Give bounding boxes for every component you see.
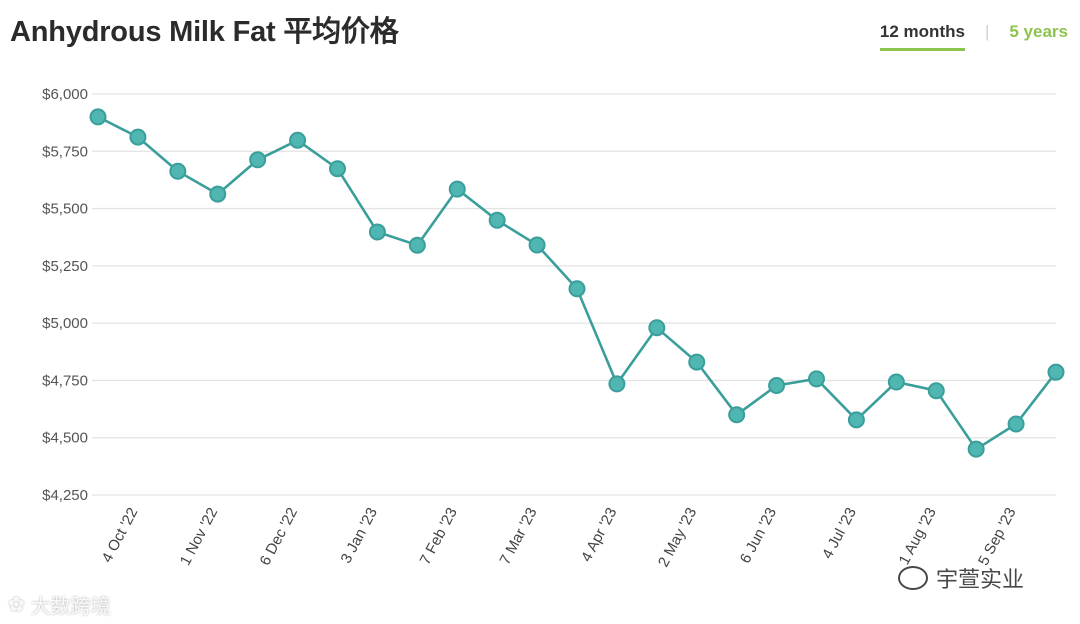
chart-title: Anhydrous Milk Fat 平均价格 <box>10 16 399 48</box>
watermark-left: ✿ 大数跨境 <box>8 590 111 619</box>
data-point[interactable] <box>648 319 666 337</box>
x-axis-ticks: 4 Oct '22 1 Nov '22 6 Dec '22 3 Jan '23 7 Fe… <box>98 505 1019 570</box>
y-tick-label: $4,250 <box>42 487 88 504</box>
x-tick-label: 1 Aug '23 <box>896 505 940 568</box>
x-tick-label: 5 Sep '23 <box>975 505 1020 569</box>
watermark-right-text: 宇萱实业 <box>936 567 1025 592</box>
data-point[interactable] <box>927 382 945 400</box>
data-point[interactable] <box>329 160 346 178</box>
watermark-left-text: 大数跨境 <box>30 596 111 618</box>
x-tick-label: 2 May '23 <box>655 505 700 570</box>
data-point[interactable] <box>249 151 267 169</box>
tab-12-months[interactable]: 12 months <box>879 22 965 51</box>
y-tick-label: $5,000 <box>42 315 88 332</box>
data-point[interactable] <box>408 236 426 254</box>
data-point[interactable] <box>129 128 147 146</box>
data-point[interactable] <box>528 236 546 254</box>
data-point[interactable] <box>688 353 706 371</box>
data-point[interactable] <box>887 373 905 391</box>
data-point[interactable] <box>728 406 746 424</box>
data-markers <box>89 108 1065 458</box>
x-tick-label: 4 Jul '23 <box>819 505 860 562</box>
data-point[interactable] <box>808 370 825 388</box>
y-tick-label: $4,500 <box>42 430 88 447</box>
x-tick-label: 7 Mar '23 <box>496 505 540 568</box>
data-point[interactable] <box>488 211 506 229</box>
x-tick-label: 3 Jan '23 <box>338 505 381 566</box>
y-tick-label: $5,750 <box>42 143 88 160</box>
x-tick-label: 6 Jun '23 <box>737 505 780 566</box>
data-point[interactable] <box>368 223 386 241</box>
data-point[interactable] <box>1007 415 1025 433</box>
data-point[interactable] <box>1047 363 1065 381</box>
x-tick-label: 6 Dec '22 <box>257 505 302 569</box>
data-point[interactable] <box>209 185 227 203</box>
data-point[interactable] <box>847 411 865 429</box>
wechat-icon <box>898 566 928 590</box>
x-tick-label: 4 Oct '22 <box>98 505 141 566</box>
y-tick-label: $6,000 <box>42 86 88 103</box>
data-point[interactable] <box>608 375 626 393</box>
y-tick-label: $4,750 <box>42 372 88 389</box>
data-point[interactable] <box>448 180 466 198</box>
data-point[interactable] <box>967 440 985 458</box>
data-point[interactable] <box>289 131 307 149</box>
data-point[interactable] <box>169 162 187 180</box>
x-tick-label: 7 Feb '23 <box>417 505 461 568</box>
data-point[interactable] <box>768 376 786 394</box>
watermark-logo-icon: ✿ <box>8 594 25 616</box>
tab-5-years[interactable]: 5 years <box>1009 22 1068 41</box>
tab-separator: | <box>984 22 990 41</box>
y-tick-label: $5,500 <box>42 201 88 218</box>
data-point[interactable] <box>568 280 586 298</box>
y-tick-label: $5,250 <box>42 258 88 275</box>
x-tick-label: 1 Nov '22 <box>177 505 222 569</box>
watermark-right: 宇萱实业 <box>898 562 1024 594</box>
data-point[interactable] <box>89 108 107 126</box>
x-tick-label: 4 Apr '23 <box>578 505 621 565</box>
y-axis-ticks: $6,000 $5,750 $5,500 $5,250 $5,000 $4,750 $4,5… <box>42 86 88 504</box>
range-tabs: 12 months | 5 years <box>879 22 1068 54</box>
